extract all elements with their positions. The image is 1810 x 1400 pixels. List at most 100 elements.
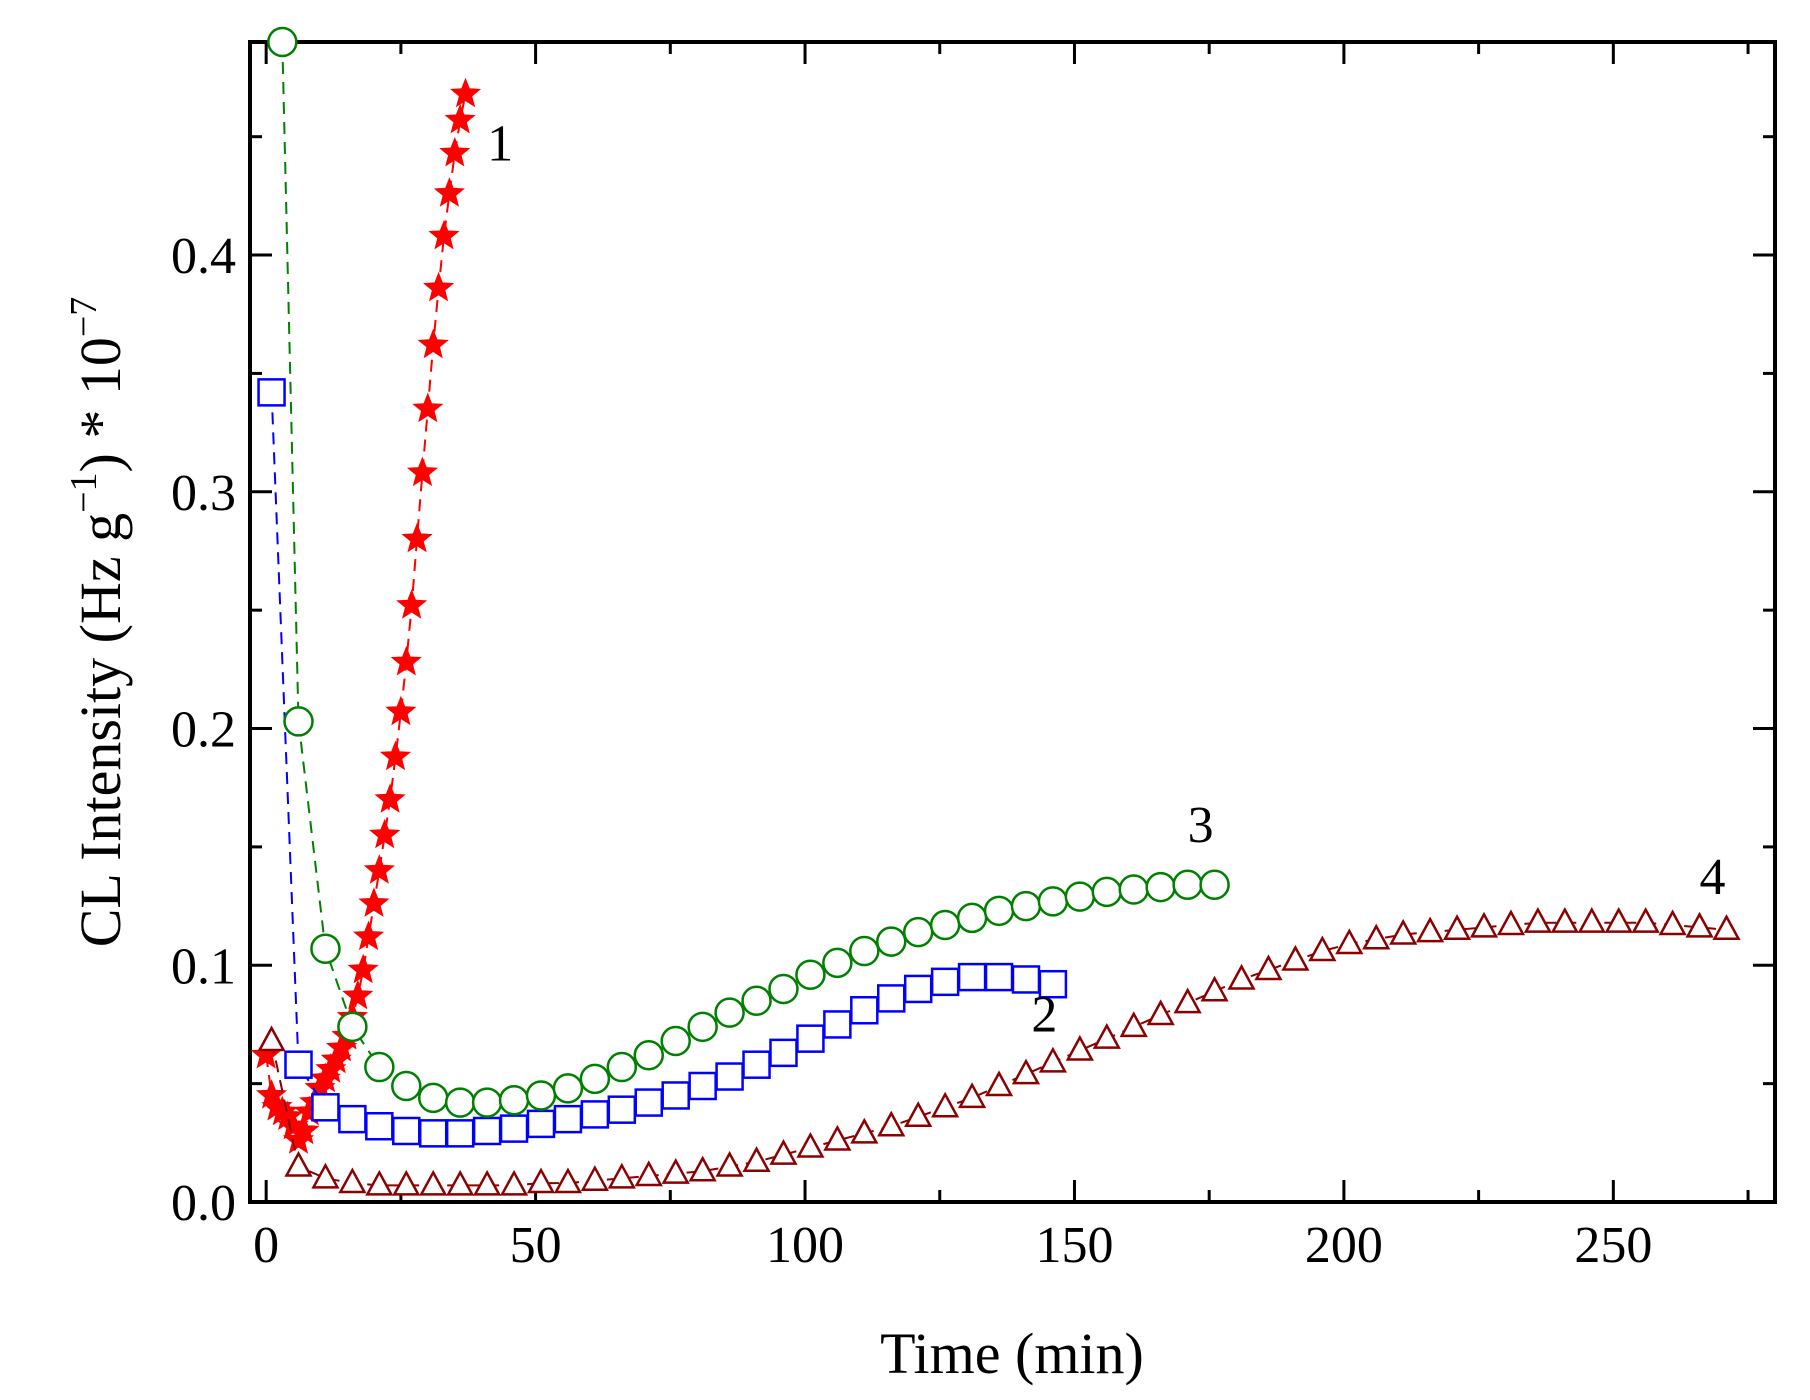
data-point (634, 1088, 664, 1117)
data-point (338, 1167, 367, 1194)
data-point (428, 219, 460, 250)
data-point (822, 947, 853, 979)
data-point (406, 456, 438, 487)
data-point (396, 589, 428, 619)
data-point (634, 1160, 663, 1187)
data-point (1145, 871, 1176, 903)
data-point (661, 1081, 690, 1110)
data-point (1011, 1058, 1041, 1085)
data-point (358, 887, 390, 917)
data-point (606, 1051, 638, 1083)
data-point (1010, 890, 1042, 922)
y-axis-title-sup2: −7 (63, 297, 105, 337)
data-point (902, 916, 934, 948)
x-tick-label: 0 (253, 1217, 279, 1274)
data-point (742, 1050, 771, 1079)
data-point (1119, 1011, 1148, 1038)
x-tick-label: 250 (1574, 1217, 1652, 1274)
data-point (364, 1051, 395, 1083)
data-point (688, 1071, 717, 1101)
data-point (257, 378, 286, 407)
data-point (715, 1062, 744, 1091)
y-axis-title-mid: ) * 10 (68, 337, 133, 472)
data-point (445, 1119, 475, 1148)
data-point (525, 1080, 557, 1111)
data-point (930, 967, 960, 997)
curve-label-4: 4 (1700, 849, 1726, 906)
data-point (392, 1116, 421, 1146)
data-point (850, 995, 879, 1025)
y-axis-title-sup1: −1 (63, 472, 105, 512)
data-point (1227, 963, 1256, 990)
curve-label-3: 3 (1188, 797, 1214, 854)
data-point (1092, 1023, 1121, 1049)
data-point (876, 926, 907, 957)
data-point (526, 1167, 556, 1194)
data-point (957, 1082, 987, 1109)
data-point (1362, 923, 1391, 950)
data-point (1523, 907, 1553, 933)
data-point (347, 953, 379, 984)
data-point (1496, 909, 1526, 936)
data-point (310, 933, 341, 964)
data-point (742, 1146, 771, 1173)
data-point (498, 1084, 530, 1116)
data-point (1038, 1046, 1068, 1073)
data-point (607, 1162, 636, 1189)
data-point (284, 1150, 313, 1177)
series-2 (257, 378, 1068, 1148)
data-point (688, 1155, 717, 1182)
data-point (877, 1110, 906, 1137)
data-point (401, 522, 433, 553)
data-point (823, 1124, 852, 1151)
data-point (1469, 911, 1499, 938)
data-point (929, 909, 961, 941)
data-point (374, 783, 406, 813)
data-point (385, 695, 417, 726)
y-tick-label: 0.1 (171, 938, 236, 995)
x-axis-title: Time (min) (880, 1321, 1144, 1386)
data-point (768, 973, 799, 1005)
curve-label-2: 2 (1031, 987, 1057, 1044)
data-point (1685, 911, 1714, 938)
data-point (1118, 874, 1149, 905)
data-point (311, 1093, 340, 1122)
data-point (257, 1025, 286, 1052)
data-point (904, 1101, 933, 1128)
data-point (1146, 999, 1175, 1026)
series-1 (250, 77, 482, 1154)
data-point (1550, 907, 1579, 933)
series-4-line (270, 921, 1727, 1187)
data-point (450, 77, 482, 108)
data-point (392, 1169, 421, 1196)
data-point (553, 1104, 583, 1134)
data-point (499, 1169, 529, 1196)
data-point (472, 1169, 502, 1196)
data-point (1172, 869, 1203, 901)
data-point (1604, 907, 1633, 933)
data-point (433, 177, 465, 207)
data-point (956, 902, 988, 934)
data-point (984, 1070, 1014, 1097)
series-3-line (281, 41, 1215, 1104)
series-4 (257, 907, 1741, 1196)
data-point (1200, 975, 1229, 1002)
data-point (796, 1024, 825, 1053)
data-point (1281, 944, 1310, 971)
x-tick-label: 200 (1305, 1217, 1383, 1274)
data-point (1038, 969, 1068, 999)
data-point (714, 997, 745, 1028)
data-point (391, 1070, 422, 1102)
plot-area (248, 40, 1777, 1204)
data-point (903, 974, 933, 1004)
data-point (1199, 869, 1230, 901)
data-point (283, 706, 314, 737)
data-point (983, 895, 1015, 927)
data-point (984, 962, 1014, 992)
y-axis-title-main: CL Intensity (Hz g (68, 513, 133, 947)
x-tick-label: 100 (766, 1217, 844, 1274)
data-point (687, 1011, 718, 1043)
data-point (1065, 1034, 1094, 1061)
data-point (267, 26, 298, 58)
